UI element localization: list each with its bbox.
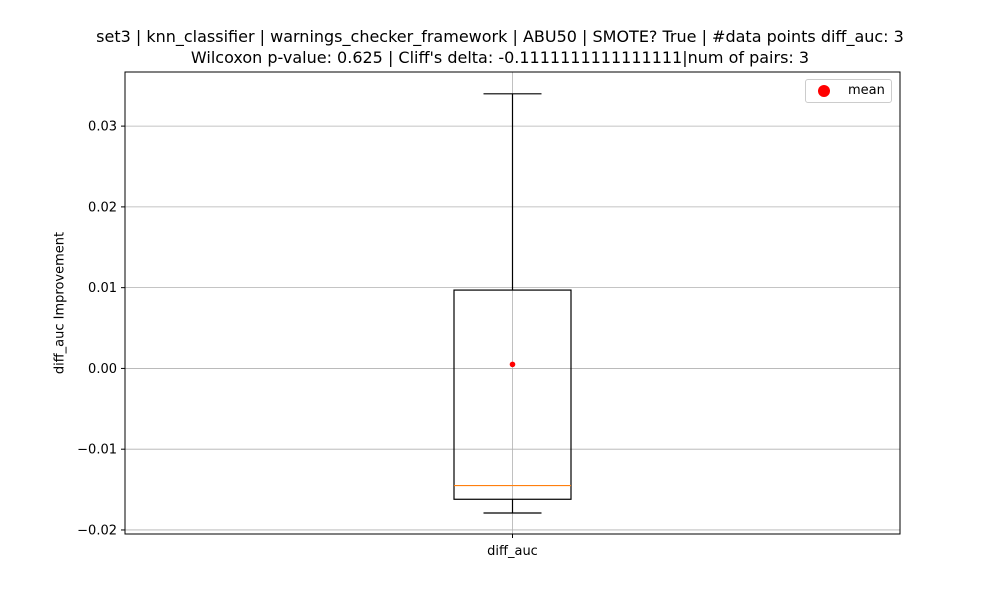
- legend-mean-marker: [818, 85, 830, 97]
- plot-frame: [124, 71, 901, 535]
- chart-title-line-2: Wilcoxon p-value: 0.625 | Cliff's delta:…: [190, 48, 810, 67]
- chart-title-line-1: set3 | knn_classifier | warnings_checker…: [96, 27, 904, 46]
- x-tick-label: diff_auc: [487, 544, 538, 559]
- legend: mean: [805, 79, 892, 103]
- legend-mean-label: mean: [848, 83, 885, 98]
- y-tick-label: 0.01: [88, 281, 117, 296]
- mean-marker: [509, 361, 516, 368]
- y-tick-label: −0.01: [77, 443, 117, 458]
- iqr-box: [453, 289, 572, 500]
- y-tick-label: 0.02: [88, 200, 117, 215]
- y-tick-label: 0.00: [88, 362, 117, 377]
- y-tick-label: 0.03: [88, 120, 117, 135]
- y-tick-label: −0.02: [77, 523, 117, 538]
